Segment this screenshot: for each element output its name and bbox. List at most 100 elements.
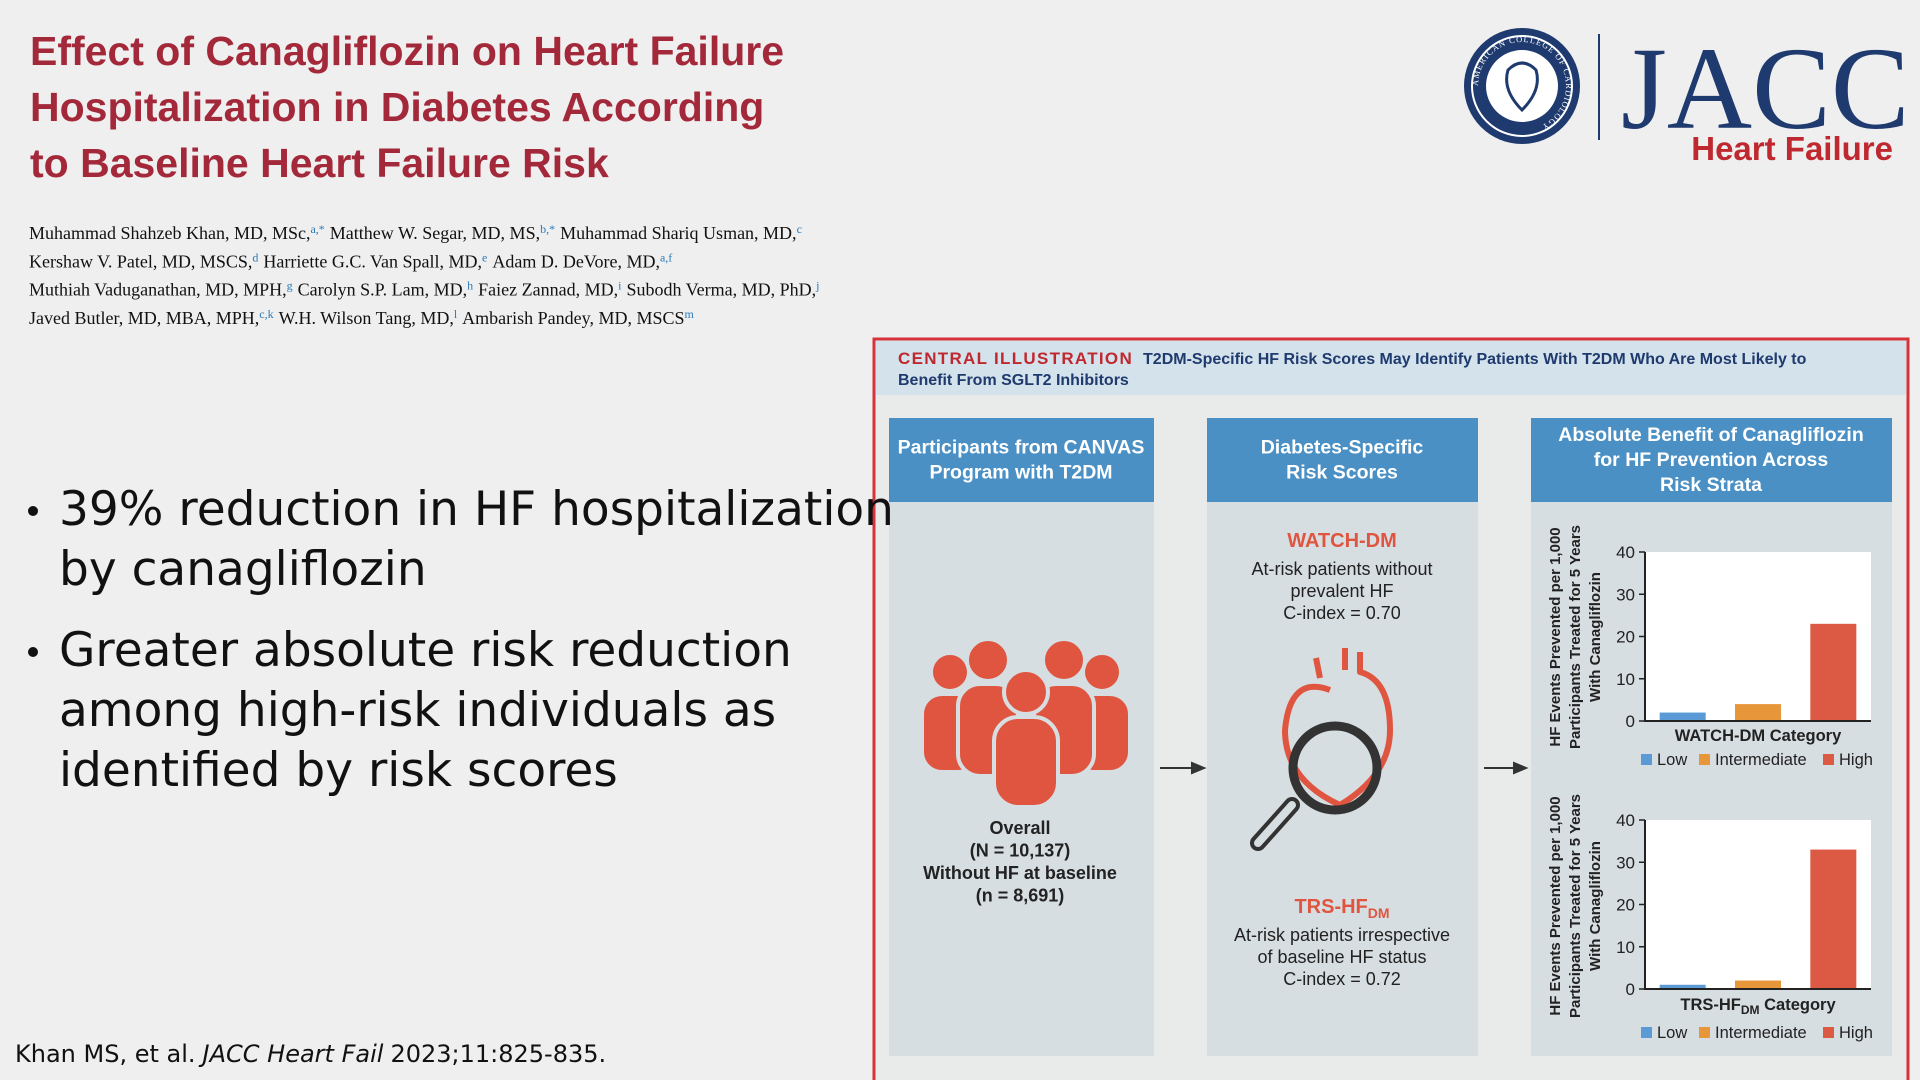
legend-swatch — [1641, 754, 1652, 765]
legend-label: High — [1839, 1024, 1873, 1042]
y-tick-label: 0 — [1626, 712, 1635, 731]
author-line: Muthiah Vaduganathan, MD, MPH,g Carolyn S… — [29, 279, 820, 300]
score-text: of baseline HF status — [1257, 947, 1426, 967]
journal-name: JACC — [1621, 23, 1910, 154]
bar — [1735, 704, 1781, 721]
score-text: C-index = 0.72 — [1283, 969, 1401, 989]
y-tick-label: 10 — [1616, 938, 1635, 957]
heart-magnifier-icon — [1250, 648, 1393, 851]
y-axis-label: With Canagliflozin — [1587, 572, 1604, 702]
author-name: Ambarish Pandey, MD, MSCS — [462, 308, 684, 328]
bullet-text: Greater absolute risk reduction — [59, 623, 792, 678]
cohort-text: (N = 10,137) — [970, 841, 1071, 861]
author-name: Subodh Verma, MD, PhD, — [626, 280, 816, 300]
x-axis-label: WATCH-DM Category — [1675, 727, 1842, 745]
y-tick-label: 20 — [1616, 628, 1635, 647]
column-header-bg — [1207, 418, 1478, 502]
bullet-text: 39% reduction in HF hospitalization — [59, 482, 894, 537]
seal-heart — [1505, 61, 1539, 113]
author-name: Kershaw V. Patel, MD, MSCS, — [29, 251, 252, 271]
x-axis-label: TRS-HFDM Category — [1680, 996, 1836, 1017]
y-tick-label: 0 — [1626, 980, 1635, 999]
people-icon — [920, 637, 1132, 809]
illustration-label: CENTRAL ILLUSTRATION — [898, 349, 1133, 368]
score-name-sub: DM — [1368, 905, 1390, 921]
author-line: Javed Butler, MD, MBA, MPH,c,k W.H. Wilso… — [29, 307, 695, 328]
title-line: Hospitalization in Diabetes According — [30, 84, 764, 130]
author-name: Javed Butler, MD, MBA, MPH, — [29, 308, 259, 328]
y-axis-label: Participants Treated for 5 Years — [1567, 525, 1584, 749]
bar — [1735, 980, 1781, 989]
legend-label: Low — [1657, 1024, 1687, 1042]
legend-label: Low — [1657, 751, 1687, 769]
title-line: to Baseline Heart Failure Risk — [30, 140, 609, 186]
y-tick-label: 10 — [1616, 670, 1635, 689]
score-name: WATCH-DM — [1287, 530, 1397, 552]
bullet-dot — [28, 506, 38, 516]
author-line: Kershaw V. Patel, MD, MSCS,d Harriette G.… — [29, 250, 672, 271]
score-text: At-risk patients irrespective — [1234, 925, 1450, 945]
bar — [1659, 712, 1706, 721]
illustration-title: Benefit From SGLT2 Inhibitors — [898, 372, 1129, 389]
citation-rest: 2023;11:825-835. — [390, 1040, 606, 1068]
y-axis-label: HF Events Prevented per 1,000 — [1547, 796, 1564, 1015]
x-axis-label-rest: Category — [1760, 996, 1837, 1014]
y-axis-label: Participants Treated for 5 Years — [1567, 794, 1584, 1018]
affiliation: g — [287, 279, 293, 293]
legend-swatch — [1699, 754, 1710, 765]
affiliation: l — [454, 307, 458, 321]
x-axis-label-main: TRS-HF — [1680, 996, 1741, 1014]
affiliation: c,k — [259, 307, 273, 321]
cohort-text: Without HF at baseline — [923, 863, 1117, 883]
citation-journal: JACC Heart Fail — [199, 1040, 384, 1068]
score-name-main: TRS-HF — [1294, 896, 1367, 918]
author-name: Muthiah Vaduganathan, MD, MPH, — [29, 280, 287, 300]
bullet-text: among high-risk individuals as — [59, 683, 776, 738]
column-header-bg — [889, 418, 1154, 502]
y-axis-label: HF Events Prevented per 1,000 — [1547, 527, 1564, 746]
bullet-text: identified by risk scores — [59, 743, 618, 798]
author-line: Muhammad Shahzeb Khan, MD, MSc,a,* Matthe… — [29, 222, 802, 243]
y-tick-label: 40 — [1616, 811, 1635, 830]
column-header: for HF Prevention Across — [1594, 449, 1829, 471]
cohort-text: Overall — [989, 818, 1050, 838]
affiliation: i — [618, 279, 622, 293]
column-header-bg — [1531, 418, 1892, 502]
score-name-main: WATCH-DM — [1287, 530, 1397, 552]
bullet-dot — [28, 647, 38, 657]
column-header: Participants from CANVAS — [898, 437, 1145, 459]
y-tick-label: 20 — [1616, 896, 1635, 915]
citation-authors: Khan MS, et al. — [15, 1040, 196, 1068]
bar — [1659, 984, 1706, 989]
affiliation: h — [467, 279, 473, 293]
illustration-title: T2DM-Specific HF Risk Scores May Identif… — [1143, 351, 1807, 368]
author-name: Faiez Zannad, MD, — [478, 280, 618, 300]
affiliation: a,f — [660, 250, 672, 264]
author-name: W.H. Wilson Tang, MD, — [279, 308, 454, 328]
y-tick-label: 30 — [1616, 853, 1635, 872]
cohort-text: (n = 8,691) — [976, 886, 1065, 906]
column-header: Diabetes-Specific — [1261, 437, 1424, 459]
y-axis-label: With Canagliflozin — [1587, 841, 1604, 971]
score-text: At-risk patients without — [1251, 559, 1432, 579]
affiliation: e — [482, 250, 487, 264]
legend-label: Intermediate — [1715, 1024, 1807, 1042]
seal-ring — [1471, 35, 1573, 137]
column-header: Absolute Benefit of Canagliflozin — [1558, 424, 1864, 446]
affiliation: m — [685, 307, 695, 321]
author-name: Muhammad Shariq Usman, MD, — [560, 223, 796, 243]
legend-label: High — [1839, 751, 1873, 769]
y-tick-label: 40 — [1616, 543, 1635, 562]
legend-swatch — [1699, 1027, 1710, 1038]
journal-subtitle: Heart Failure — [1691, 130, 1893, 167]
legend-swatch — [1641, 1027, 1652, 1038]
author-name: Carolyn S.P. Lam, MD, — [298, 280, 468, 300]
bar — [1810, 623, 1857, 721]
affiliation: j — [815, 279, 819, 293]
score-name: TRS-HFDM — [1294, 896, 1389, 921]
x-axis-label-sub: DM — [1741, 1003, 1760, 1017]
score-text: prevalent HF — [1290, 581, 1393, 601]
seal-core — [1486, 50, 1558, 122]
y-tick-label: 30 — [1616, 585, 1635, 604]
